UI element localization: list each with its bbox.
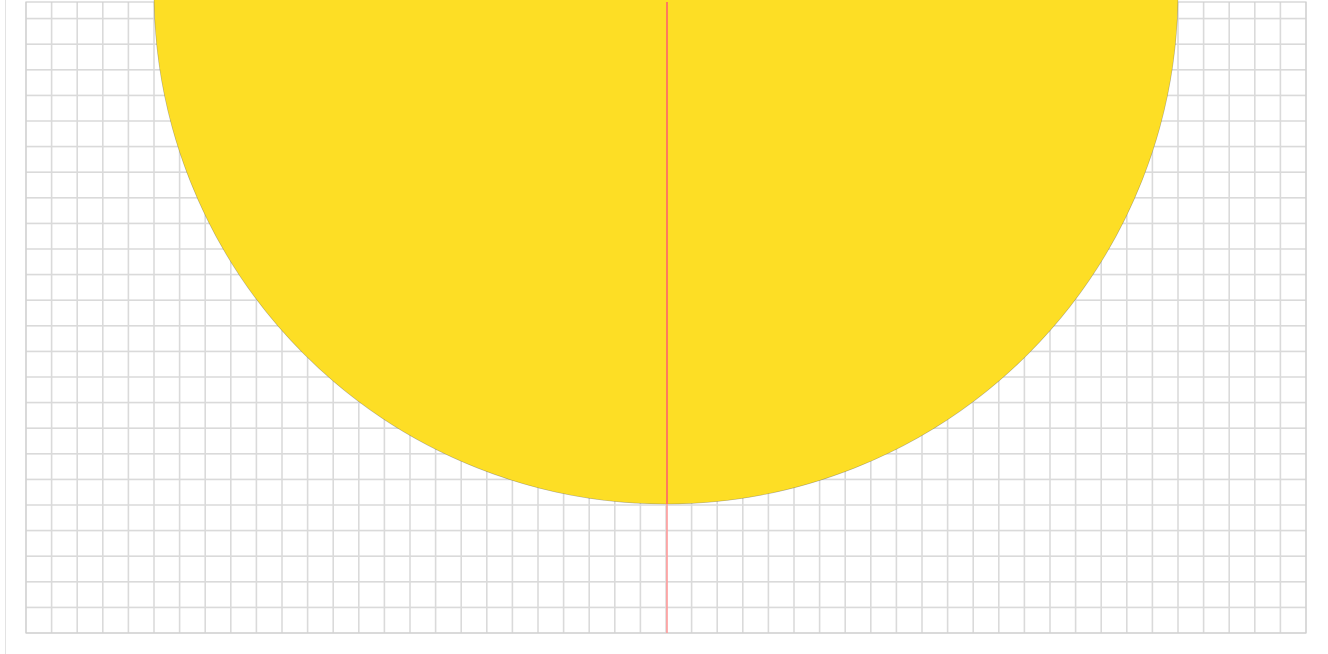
left-border-line bbox=[5, 0, 6, 654]
